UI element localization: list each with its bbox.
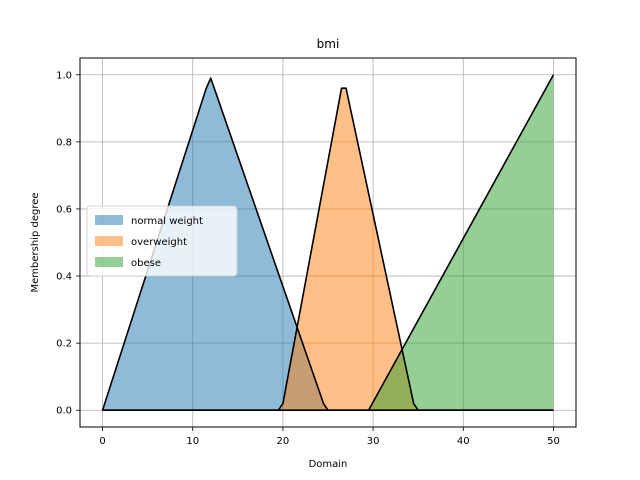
legend: normal weight overweight obese <box>86 205 238 277</box>
x-tick-label: 10 <box>186 436 199 447</box>
y-tick-label: 0.4 <box>56 272 72 283</box>
legend-label: normal weight <box>131 216 203 227</box>
y-tick-label: 0.0 <box>56 406 72 417</box>
membership-lines <box>101 74 555 412</box>
axes-frame <box>79 57 577 428</box>
y-axis-label: Membership degree <box>30 192 41 292</box>
x-tick-label: 50 <box>547 436 560 447</box>
y-tick-label: 0.6 <box>56 204 72 215</box>
axis-ticks: 0 10 20 30 40 50 0.0 0.2 0.4 0.6 0.8 1.0 <box>56 70 560 447</box>
x-axis-label: Domain <box>309 459 348 470</box>
legend-swatch <box>95 257 123 267</box>
chart-title: bmi <box>317 37 340 51</box>
series-fill-overweight <box>102 88 554 411</box>
legend-box <box>86 205 238 277</box>
y-tick-label: 0.8 <box>56 137 72 148</box>
x-tick-label: 20 <box>277 436 290 447</box>
x-tick-label: 0 <box>99 436 105 447</box>
series-fill-obese <box>102 74 554 411</box>
y-tick-label: 1.0 <box>56 70 72 81</box>
x-tick-label: 30 <box>367 436 380 447</box>
series-line-obese <box>102 74 555 412</box>
y-tick-label: 0.2 <box>56 339 72 350</box>
membership-fills <box>102 74 554 411</box>
series-line-overweight <box>102 87 554 412</box>
legend-swatch <box>95 215 123 225</box>
legend-label: overweight <box>131 237 187 248</box>
x-tick-label: 40 <box>457 436 470 447</box>
series-fill-normal-weight <box>102 78 554 411</box>
legend-label: obese <box>131 258 161 269</box>
legend-swatch <box>95 236 123 246</box>
